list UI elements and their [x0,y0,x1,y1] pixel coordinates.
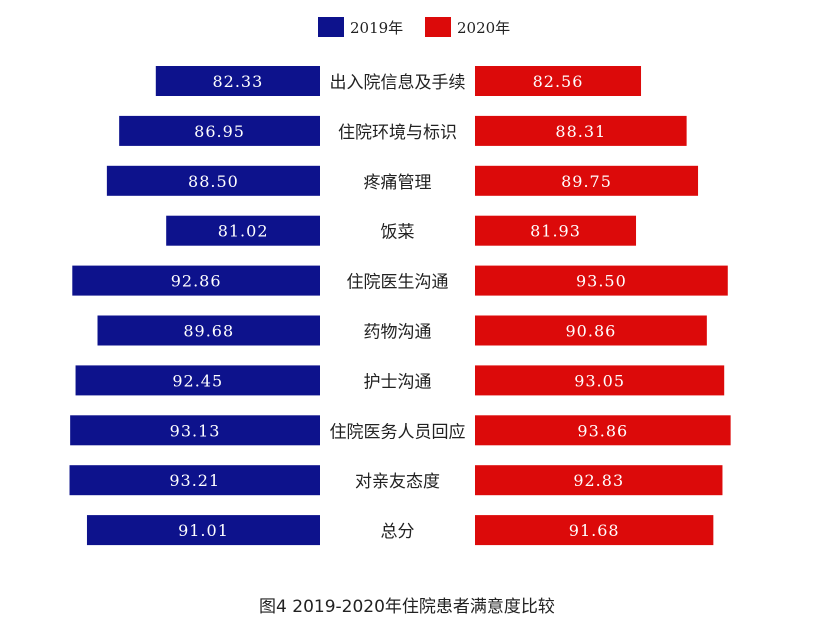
bar-2020-9 [475,515,714,546]
bar-2020-2 [475,165,699,196]
category-label-7: 住院医务人员回应 [330,422,466,442]
category-label-1: 住院环境与标识 [338,123,457,143]
bar-2019-label-4: 92.86 [171,272,222,291]
figure-caption: 图4 2019-2020年住院患者满意度比较 [259,597,555,617]
bar-2019-label-1: 86.95 [194,122,245,141]
legend: 2019年 2020年 [318,17,510,37]
bar-2020-label-5: 90.86 [566,322,617,341]
bar-2019-9 [86,515,321,546]
bar-2020-label-8: 92.83 [573,471,624,490]
legend-2020-swatch [425,17,451,37]
category-label-3: 饭菜 [381,223,415,243]
bar-2019-label-9: 91.01 [178,521,229,540]
legend-2019-swatch [318,17,344,37]
bar-2019-7 [70,415,320,446]
bar-2019-8 [69,465,320,496]
series-2020-bars: 82.56 88.31 89.75 81.93 93.50 90.86 93.05 93.86… [475,66,731,546]
bar-2019-1 [119,115,321,146]
bar-2020-label-2: 89.75 [561,172,612,191]
bar-2020-7 [475,415,731,446]
bar-2020-3 [475,215,637,246]
bar-2019-2 [106,165,320,196]
bar-2019-4 [72,265,321,296]
legend-2020-label: 2020年 [457,19,510,37]
bar-2020-label-6: 93.05 [574,371,625,390]
bar-2020-8 [475,465,723,496]
bar-2020-label-0: 82.56 [533,72,584,91]
category-labels: 出入院信息及手续住院环境与标识疼痛管理饭菜住院医生沟通药物沟通护士沟通住院医务人… [330,73,466,542]
series-2019-bars: 82.33 86.95 88.50 81.02 92.86 89.68 92.45 93.13… [69,66,321,546]
bar-2019-label-8: 93.21 [169,471,220,490]
bar-2019-label-3: 81.02 [218,222,269,241]
category-label-2: 疼痛管理 [364,173,432,193]
bar-2019-label-2: 88.50 [188,172,239,191]
category-label-5: 药物沟通 [364,323,432,343]
category-label-4: 住院医生沟通 [347,273,449,293]
bar-2019-label-6: 92.45 [172,371,223,390]
legend-2019-label: 2019年 [350,19,403,37]
bar-2019-3 [166,215,320,246]
bar-2019-label-5: 89.68 [183,322,234,341]
bar-2020-1 [475,115,687,146]
bar-2020-label-7: 93.86 [577,421,628,440]
bar-2019-label-7: 93.13 [170,421,221,440]
bar-2020-label-1: 88.31 [555,122,606,141]
bar-2020-4 [475,265,728,296]
bar-2019-6 [75,365,320,396]
bar-2020-label-3: 81.93 [530,222,581,241]
bar-2020-5 [475,315,707,346]
bar-2020-label-4: 93.50 [576,272,627,291]
category-label-0: 出入院信息及手续 [330,73,466,93]
category-label-6: 护士沟通 [364,372,432,392]
bar-2020-0 [475,66,642,96]
bar-2019-0 [155,66,320,96]
bar-2019-5 [97,315,321,346]
bar-2019-label-0: 82.33 [212,72,263,91]
category-label-9: 总分 [381,522,415,542]
bar-2020-label-9: 91.68 [569,521,620,540]
chart-svg: 2019年 2020年 82.33 86.95 88.50 81.02 92.86 89.6… [69,17,731,546]
category-label-8: 对亲友态度 [355,472,440,492]
bar-2020-6 [475,365,725,396]
